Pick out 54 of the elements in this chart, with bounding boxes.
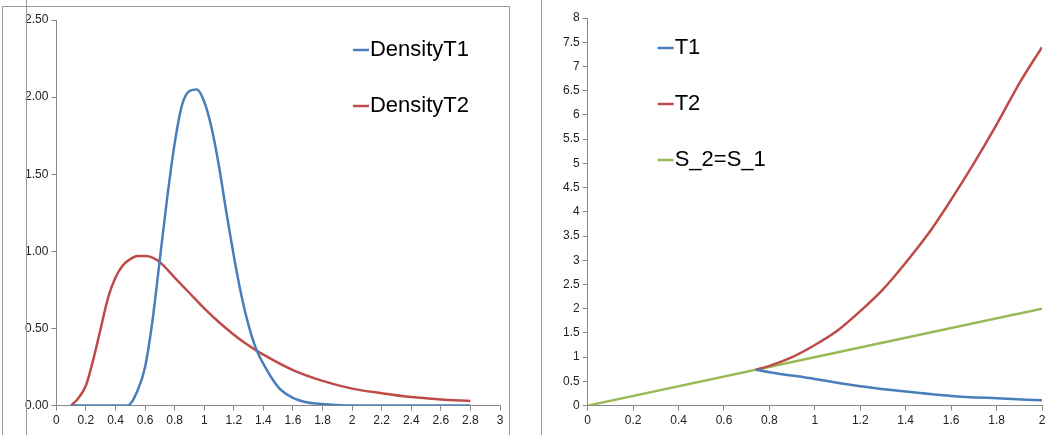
- y-tick-label: 1.5: [562, 325, 580, 340]
- legend-label: T2: [674, 90, 701, 116]
- x-tick-label: 0.2: [624, 413, 642, 428]
- y-tick-label: 5: [572, 155, 580, 170]
- x-tick-label: 0: [584, 413, 592, 428]
- x-tick-label: 3: [496, 413, 504, 428]
- y-tick-label: 4.5: [562, 179, 580, 194]
- legend-label: S_2=S_1: [674, 146, 766, 172]
- x-tick-label: 1: [811, 413, 819, 428]
- x-tick-label: 2.6: [432, 413, 450, 428]
- y-tick-label: 0.5: [562, 373, 580, 388]
- x-tick-label: 0.2: [77, 413, 95, 428]
- x-tick-label: 2: [348, 413, 356, 428]
- x-tick-label: 0.6: [715, 413, 733, 428]
- x-tick-label: 2.2: [373, 413, 391, 428]
- line-series: [754, 368, 1042, 402]
- y-tick-label: 8: [572, 10, 580, 25]
- y-tick-label: 4: [572, 204, 580, 219]
- line-series: [69, 88, 472, 406]
- y-tick-label: 2: [572, 301, 580, 316]
- y-tick-label: 5.5: [562, 131, 580, 146]
- x-tick-label: 1.8: [988, 413, 1006, 428]
- x-tick-label: 1: [200, 413, 208, 428]
- x-tick-label: 0.6: [136, 413, 154, 428]
- x-tick-label: 2.8: [462, 413, 480, 428]
- x-tick-label: 2: [1038, 413, 1046, 428]
- y-tick-label: 6: [572, 107, 580, 122]
- x-tick-label: 1.2: [851, 413, 869, 428]
- x-tick-label: 0: [53, 413, 61, 428]
- y-tick-label: 2.5: [562, 276, 580, 291]
- y-tick-label: 7.5: [562, 34, 580, 49]
- x-tick-label: 1.6: [942, 413, 960, 428]
- legend-label: DensityT2: [369, 92, 470, 118]
- x-tick-label: 2.4: [402, 413, 420, 428]
- x-tick-label: 1.8: [314, 413, 332, 428]
- y-tick-label: 7: [572, 58, 580, 73]
- y-tick-label: 3: [572, 252, 580, 267]
- y-tick-label: 6.5: [562, 82, 580, 97]
- x-tick-label: 1.4: [255, 413, 273, 428]
- x-tick-label: 0.4: [107, 413, 125, 428]
- x-tick-label: 1.6: [284, 413, 302, 428]
- y-tick-label: 1.50: [25, 166, 49, 181]
- legend-label: DensityT1: [369, 36, 470, 62]
- y-tick-label: 1: [572, 349, 580, 364]
- x-tick-label: 0.8: [166, 413, 184, 428]
- legend-label: T1: [674, 34, 701, 60]
- y-tick-label: 3.5: [562, 228, 580, 243]
- x-tick-label: 0.8: [761, 413, 779, 428]
- x-tick-label: 1.2: [225, 413, 243, 428]
- y-tick-label: 1.00: [25, 243, 49, 258]
- y-tick-label: 0: [572, 397, 580, 412]
- x-tick-label: 1.4: [897, 413, 915, 428]
- line-series: [69, 254, 472, 406]
- x-tick-label: 0.4: [670, 413, 688, 428]
